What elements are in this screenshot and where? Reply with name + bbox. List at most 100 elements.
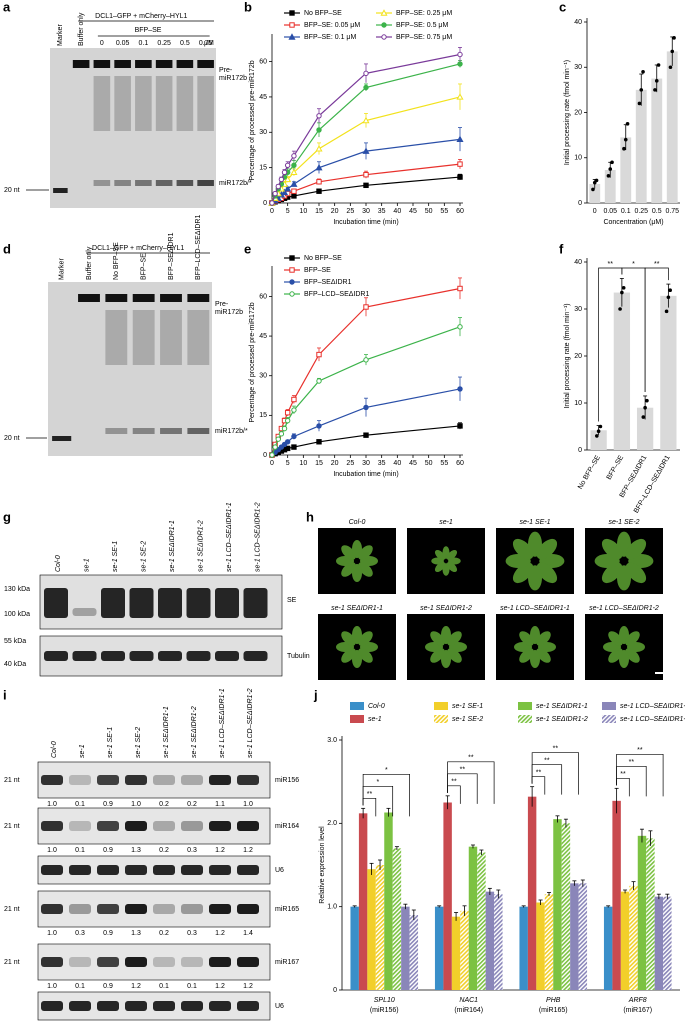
panel-letter: a [3,0,11,14]
band [41,1001,63,1011]
gel-header: DCL1–GFP + mCherry–HYL1 [92,245,184,252]
data-point [670,49,675,54]
band [101,588,125,618]
bar [367,869,376,990]
y-tick-label: 20 [574,353,582,360]
marker [284,439,291,445]
band [105,428,128,434]
quantification: 0.2 [159,930,169,937]
lane-label: se-1 LCD–SEΔIDR1-1 [219,688,226,758]
marker [291,433,297,440]
marker [316,179,322,185]
legend-marker [289,10,295,16]
band [72,651,97,661]
marker [363,84,369,91]
x-tick-label: 35 [378,208,386,215]
x-tick-label: 0.5 [652,208,662,215]
legend-marker [288,33,296,40]
y-tick-label: 2.0 [327,820,337,827]
quantification: 1.3 [131,847,141,854]
legend-marker [381,22,387,28]
y-tick-label: 1.0 [327,904,337,911]
lane-label: Marker [57,24,64,46]
smear [160,310,182,365]
marker [284,410,291,416]
band-label: miR172b/* [219,180,252,187]
legend-label: BFP–LCD–SEΔIDR1 [304,291,369,298]
y-tick-label: 0 [263,452,267,459]
bar [637,835,647,990]
x-tick-sublabel: (miR156) [370,1007,399,1014]
plant-photo [496,614,574,680]
quantification: 0.9 [103,983,113,990]
band [129,651,154,661]
blot-label: miR156 [275,777,299,784]
y-tick-label: 0 [333,987,337,994]
band [187,428,210,434]
band [41,904,63,914]
legend-marker [381,34,387,40]
band [105,294,128,302]
band [155,180,173,186]
data-point [654,79,659,83]
leaf [625,648,640,663]
band [153,1001,175,1011]
quantification: 0.2 [159,847,169,854]
y-tick-label: 30 [574,64,582,71]
band [41,957,63,967]
band [237,904,259,914]
bar [561,823,571,990]
x-tick-label: 0.25 [634,208,648,215]
data-point [656,63,661,67]
marker [281,169,288,176]
quantification: 0.2 [159,801,169,808]
leaf [536,631,551,646]
lane-label: Buffer only [86,246,93,280]
quantification: 0.1 [187,983,197,990]
quantification: 1.0 [47,983,57,990]
bar [392,848,402,990]
blot-label: SE [287,597,297,604]
quantification: 1.2 [215,983,225,990]
blot-label: miR167 [275,959,299,966]
bar [666,51,678,203]
marker [457,386,463,392]
marker [316,351,322,358]
leaf [536,648,551,663]
y-axis-label: Relative expression level [319,826,326,904]
marker [456,93,464,100]
significance-bracket [447,785,461,804]
blot-label: U6 [275,867,284,874]
x-tick-label: 0 [270,208,274,215]
significance-label: * [632,261,635,268]
plant-label: Col-0 [349,519,366,526]
quantification: 1.2 [243,983,253,990]
x-tick-label: 15 [315,208,323,215]
y-tick-label: 60 [259,58,267,65]
band [237,1001,259,1011]
bar [409,915,419,990]
gel [48,282,212,456]
marker [281,425,288,432]
leaf [341,545,356,560]
band [78,294,100,302]
marker [363,432,369,438]
marker [457,324,463,330]
band [44,651,68,661]
leaf [536,538,558,560]
marker [272,444,278,450]
significance-bracket [616,777,630,797]
quantification: 1.4 [243,930,253,937]
x-tick-label: 55 [440,460,448,467]
leaf [519,648,534,663]
data-point [591,187,595,192]
y-tick-label: 0 [578,200,582,207]
y-axis-label: Percentage of processed pre-miR172b [249,60,256,180]
legend-swatch [602,715,616,723]
band [155,60,173,68]
data-point [664,309,669,314]
lane-label: se-1 SEΔIDR1-2 [191,706,198,758]
band [125,957,147,967]
plant-photo [585,614,663,680]
